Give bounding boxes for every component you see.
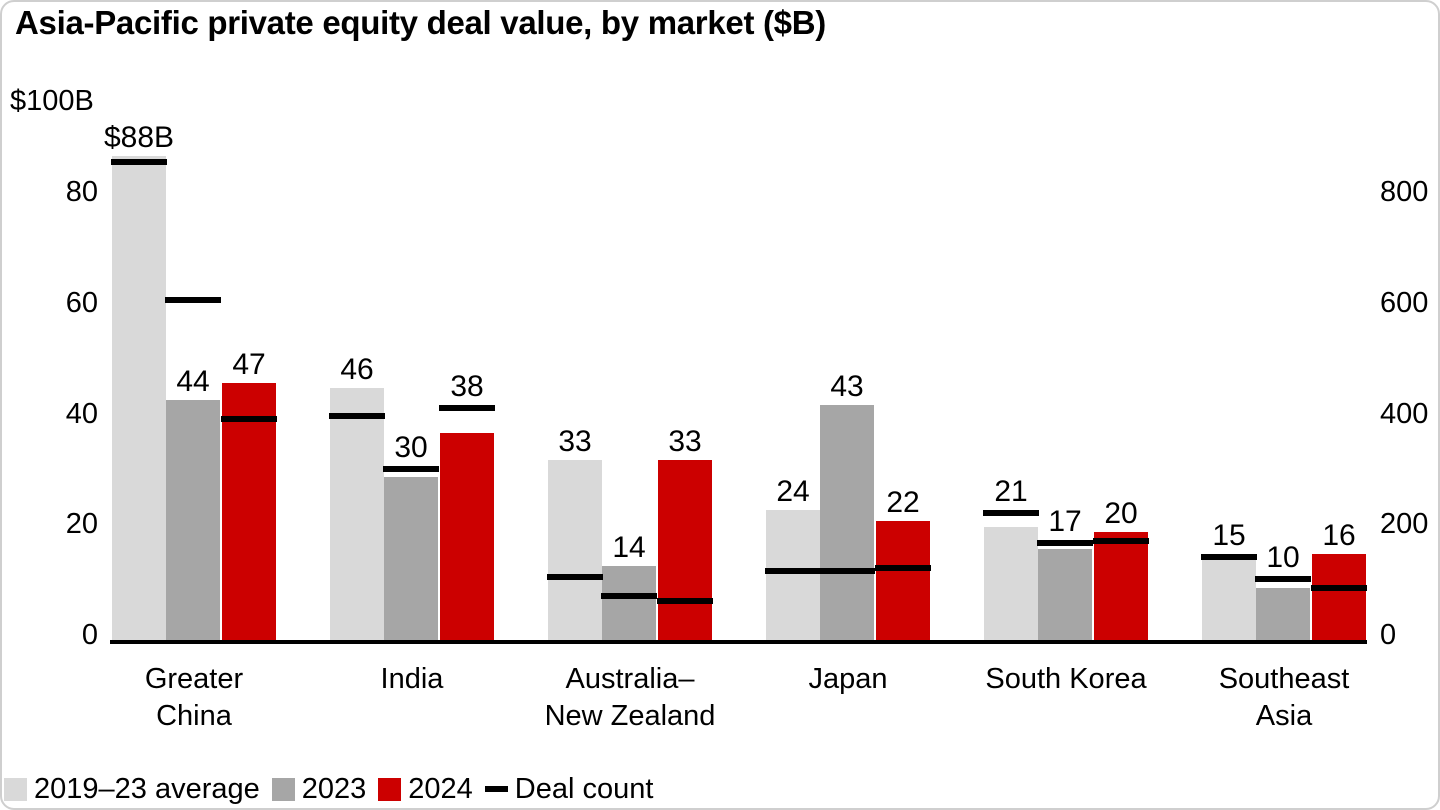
left-axis-tick: 0 <box>81 619 98 651</box>
deal-count-marker <box>547 573 603 580</box>
bar-2024 <box>1094 532 1148 643</box>
bar-2023 <box>820 405 874 643</box>
bar-value-label: 14 <box>612 530 646 564</box>
legend-item: Deal count <box>484 773 654 805</box>
deal-count-marker <box>819 568 875 575</box>
deal-count-marker <box>439 404 495 411</box>
bar-2024 <box>876 521 930 643</box>
deal-count-marker <box>875 565 931 572</box>
right-axis-tick: 400 <box>1380 397 1429 430</box>
left-axis-tick: 20 <box>65 508 98 541</box>
bar-value-label: 15 <box>1212 519 1246 553</box>
legend-item: 2024 <box>378 774 473 804</box>
deal-count-marker <box>1255 576 1311 583</box>
bar-2023 <box>602 565 656 643</box>
deal-count-marker <box>329 413 385 420</box>
category-label: Japan <box>808 663 888 695</box>
bar-2019-23-average <box>766 510 820 643</box>
bar-2019-23-average <box>330 388 384 643</box>
deal-count-marker <box>221 415 277 422</box>
legend-item: 2023 <box>271 773 367 805</box>
left-axis-tick: 80 <box>65 176 98 209</box>
legend-item: 2019–23 average <box>4 774 260 804</box>
bar-2019-23-average <box>984 526 1038 643</box>
bar-value-label: 22 <box>886 486 920 520</box>
bar-value-label: 21 <box>994 474 1028 508</box>
bar-value-label: 17 <box>1048 505 1082 539</box>
bar-value-label: 43 <box>830 370 864 404</box>
legend-label: 2019–23 average <box>34 773 260 805</box>
bar-2023 <box>1038 548 1092 643</box>
right-axis-tick: 0 <box>1380 619 1397 651</box>
bar-value-label: 16 <box>1322 519 1356 553</box>
legend-label: 2023 <box>301 773 367 805</box>
right-axis-tick: 200 <box>1380 508 1429 541</box>
bar-value-label: $88B <box>103 121 175 154</box>
bar-2019-23-average <box>1202 559 1256 643</box>
bar-2019-23-average <box>548 460 602 643</box>
bar-value-label: 30 <box>394 430 428 464</box>
category-label: Southeast Asia <box>1218 663 1350 732</box>
legend-label: 2024 <box>408 773 473 805</box>
legend-label: Deal count <box>514 773 654 805</box>
left-axis-tick: 40 <box>65 397 98 430</box>
bar-2023 <box>166 399 220 643</box>
deal-count-marker <box>765 568 821 575</box>
bar-2024 <box>440 432 494 643</box>
deal-count-marker <box>657 598 713 605</box>
bar-2024 <box>222 382 276 643</box>
deal-count-marker <box>1037 540 1093 547</box>
bar-2023 <box>384 476 438 643</box>
bar-2024 <box>658 460 712 643</box>
legend-swatch-icon <box>378 777 402 801</box>
chart-title: Asia-Pacific private equity deal value, … <box>15 4 826 41</box>
chart-legend: 2019–23 average 2023 2024 Deal count <box>4 774 653 804</box>
bar-value-label: 24 <box>776 475 810 509</box>
bar-value-label: 10 <box>1266 541 1300 575</box>
bar-2019-23-average <box>112 156 166 643</box>
bar-value-label: 46 <box>340 353 374 387</box>
deal-count-dash-icon <box>484 786 508 792</box>
deal-count-marker <box>383 465 439 472</box>
x-axis-baseline <box>110 640 1367 644</box>
deal-count-marker <box>1311 584 1367 591</box>
right-axis-tick: 600 <box>1380 286 1429 319</box>
bar-2023 <box>1256 587 1310 643</box>
right-axis-tick: 800 <box>1380 176 1429 209</box>
category-label: Greater China <box>144 663 244 732</box>
bar-value-label: 38 <box>450 369 484 403</box>
deal-count-marker <box>111 158 167 165</box>
deal-count-marker <box>1201 554 1257 561</box>
deal-count-marker <box>1093 537 1149 544</box>
bar-value-label: 47 <box>232 347 266 381</box>
bar-value-label: 33 <box>558 425 592 459</box>
bar-2024 <box>1312 554 1366 643</box>
left-axis-tick: 60 <box>65 286 98 319</box>
legend-swatch-icon <box>271 777 295 801</box>
legend-swatch-icon <box>4 777 27 801</box>
deal-count-marker <box>165 296 221 303</box>
bar-value-label: 33 <box>668 425 702 459</box>
bar-value-label: 44 <box>176 364 210 398</box>
bar-value-label: 20 <box>1104 497 1138 531</box>
category-label: Australia– New Zealand <box>544 663 716 732</box>
left-axis-unit-label: $100B <box>10 85 94 117</box>
deal-count-marker <box>983 509 1039 516</box>
category-label: India <box>380 663 444 695</box>
category-label: South Korea <box>985 663 1147 695</box>
deal-count-marker <box>601 592 657 599</box>
